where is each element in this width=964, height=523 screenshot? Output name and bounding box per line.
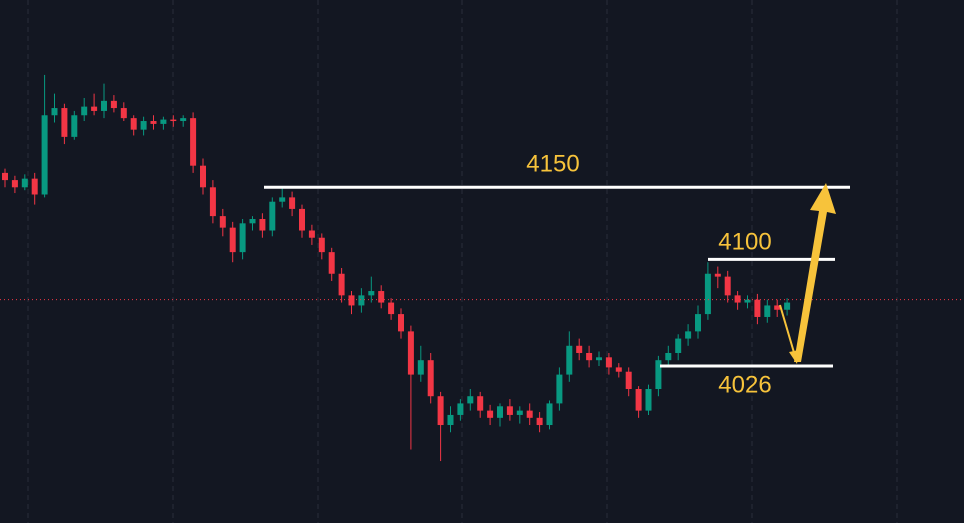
candle-body bbox=[744, 299, 751, 303]
candle-body bbox=[11, 180, 18, 188]
candle-body bbox=[388, 302, 395, 315]
candle-body bbox=[289, 197, 296, 209]
candle-body bbox=[61, 108, 68, 137]
candle-body bbox=[200, 165, 206, 188]
candle-body bbox=[467, 396, 474, 404]
candle-body bbox=[516, 410, 523, 415]
candle-body bbox=[546, 403, 553, 426]
candle-body bbox=[170, 119, 177, 122]
candles bbox=[2, 74, 791, 462]
candle-body bbox=[437, 396, 444, 426]
candle-body bbox=[417, 360, 424, 375]
candle-body bbox=[526, 410, 533, 418]
level-label: 4026 bbox=[718, 371, 771, 398]
candle-body bbox=[497, 406, 503, 418]
candle-body bbox=[269, 201, 276, 231]
candle-body bbox=[259, 218, 266, 231]
candle-body bbox=[596, 357, 602, 361]
candle-body bbox=[328, 252, 335, 274]
candle-body bbox=[368, 291, 375, 296]
candle-body bbox=[685, 331, 692, 339]
candle-body bbox=[784, 302, 791, 310]
candle-body bbox=[150, 121, 157, 124]
candle-body bbox=[398, 314, 404, 332]
candle-body bbox=[348, 295, 355, 306]
candle-body bbox=[427, 360, 434, 397]
candle-body bbox=[605, 357, 612, 368]
candle-body bbox=[31, 178, 38, 195]
candle-body bbox=[180, 118, 187, 122]
candle-body bbox=[2, 172, 8, 181]
arrows bbox=[779, 183, 836, 364]
candle-body bbox=[576, 345, 583, 353]
candle-body bbox=[536, 417, 543, 426]
level-label: 4150 bbox=[526, 151, 579, 178]
candle-body bbox=[477, 396, 484, 411]
arrow-line bbox=[779, 304, 796, 357]
candle-body bbox=[239, 223, 246, 253]
candle-body bbox=[556, 374, 563, 404]
candle-body bbox=[774, 305, 781, 310]
candle-body bbox=[249, 218, 256, 224]
candle-body bbox=[81, 106, 88, 116]
candle-body bbox=[487, 410, 494, 418]
candle-body bbox=[378, 291, 385, 303]
big-arrow bbox=[794, 183, 836, 362]
candle-body bbox=[229, 227, 236, 253]
candle-body bbox=[714, 273, 721, 277]
candle-body bbox=[704, 273, 711, 315]
candle-body bbox=[318, 237, 325, 253]
candle-body bbox=[635, 389, 642, 411]
candle-body bbox=[160, 119, 167, 124]
time-grid bbox=[27, 0, 898, 523]
candle-body bbox=[91, 106, 98, 111]
candle-body bbox=[130, 118, 137, 130]
candle-body bbox=[140, 121, 147, 130]
candle-body bbox=[407, 331, 414, 375]
candle-body bbox=[645, 389, 652, 411]
candle-body bbox=[41, 115, 48, 195]
candle-body bbox=[51, 108, 58, 116]
candle-body bbox=[447, 414, 454, 426]
candle-body bbox=[724, 276, 731, 296]
candle-body bbox=[299, 208, 305, 231]
candle-body bbox=[110, 100, 117, 109]
candle-body bbox=[219, 216, 226, 228]
candle-body bbox=[754, 299, 761, 317]
candle-body bbox=[209, 187, 216, 217]
candle-body bbox=[506, 406, 513, 415]
candle-body bbox=[764, 305, 771, 317]
candle-body bbox=[308, 230, 315, 238]
candle-body bbox=[655, 360, 662, 390]
candle-body bbox=[675, 338, 682, 353]
candle-body bbox=[625, 371, 632, 390]
candle-body bbox=[358, 295, 365, 306]
candle-body bbox=[586, 352, 593, 361]
candle-body bbox=[734, 295, 741, 303]
candle-body bbox=[120, 108, 127, 119]
candle-body bbox=[457, 403, 464, 415]
candle-body bbox=[21, 178, 28, 188]
candle-body bbox=[566, 345, 573, 375]
candle-body bbox=[101, 100, 107, 111]
candle-body bbox=[695, 314, 701, 332]
level-label: 4100 bbox=[718, 229, 771, 256]
candle-body bbox=[665, 352, 672, 361]
candle-body bbox=[338, 273, 345, 296]
candle-body bbox=[279, 197, 286, 202]
candle-body bbox=[190, 118, 197, 166]
levels: 4150 4100 4026 bbox=[0, 151, 964, 398]
candle-body bbox=[615, 367, 622, 372]
candle-body bbox=[71, 115, 78, 137]
